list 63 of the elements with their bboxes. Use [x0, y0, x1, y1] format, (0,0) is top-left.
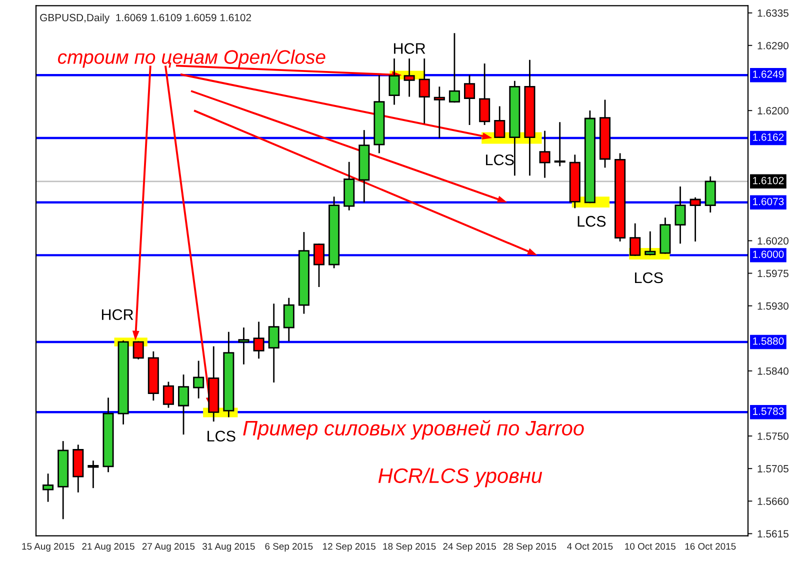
y-tick-label: 1.5615	[758, 530, 788, 538]
y-tick-label: 1.5750	[758, 432, 788, 440]
x-tick-label: 4 Oct 2015	[567, 543, 613, 550]
annotation: LCS	[486, 154, 514, 166]
x-tick-label: 28 Sep 2015	[503, 543, 556, 552]
candlestick	[388, 58, 400, 106]
candlestick	[674, 186, 686, 244]
candlestick	[644, 230, 656, 256]
x-tick-label: 21 Aug 2015	[82, 543, 134, 552]
ref-line-label: 1.6073	[753, 198, 784, 206]
x-tick-label: 31 Aug 2015	[202, 543, 255, 552]
candlestick	[88, 460, 99, 489]
candlestick	[630, 222, 641, 257]
candlestick	[554, 121, 566, 167]
ref-line-label: 1.5783	[753, 408, 784, 415]
candlestick	[268, 302, 280, 384]
y-tick-label: 1.6200	[758, 107, 788, 114]
candlestick	[283, 297, 294, 342]
y-tick-label: 1.5840	[758, 367, 788, 375]
candlestick	[253, 321, 264, 360]
candlestick	[448, 32, 460, 104]
candlestick	[42, 472, 54, 503]
candlestick	[238, 326, 250, 366]
y-tick-label: 1.6335	[758, 9, 788, 17]
candlestick	[479, 62, 490, 126]
annotation: HCR/LCS уровни	[378, 468, 542, 488]
ref-line-label: 1.6102	[753, 176, 784, 184]
ref-line-label: 1.6249	[753, 70, 784, 78]
x-tick-label: 10 Oct 2015	[625, 543, 676, 550]
candlestick	[704, 176, 716, 214]
y-tick-label: 1.5660	[758, 498, 788, 505]
annotation: LCS	[635, 272, 663, 284]
x-tick-label: 24 Sep 2015	[443, 543, 496, 552]
candlestick	[690, 196, 701, 242]
candlestick	[539, 130, 550, 178]
candlestick	[464, 74, 476, 126]
y-tick-label: 1.5975	[758, 270, 788, 278]
annotation: Пример силовых уровней по Jarroo	[243, 420, 584, 440]
ref-line-label: 1.5880	[753, 337, 784, 345]
ref-line-label: 1.6000	[753, 250, 784, 258]
y-tick-label: 1.5930	[758, 302, 788, 310]
ref-line-label: 1.6162	[753, 133, 784, 141]
x-tick-label: 6 Sep 2015	[265, 543, 313, 552]
annotation: LCS	[208, 430, 236, 442]
y-tick-label: 1.6290	[758, 42, 788, 50]
candlestick	[404, 58, 415, 98]
candlestick	[162, 381, 174, 408]
annotation: HCR	[394, 43, 426, 54]
x-tick-label: 27 Aug 2015	[142, 543, 195, 552]
candlestick	[193, 360, 204, 400]
y-tick-label: 1.6020	[758, 237, 788, 245]
x-tick-label: 16 Oct 2015	[685, 543, 736, 550]
x-tick-label: 12 Sep 2015	[323, 543, 376, 552]
text: GBPUSD,Daily 1.6069 1.6109 1.6059 1.6102	[40, 14, 251, 24]
x-tick-label: 15 Aug 2015	[22, 543, 74, 552]
x-tick-label: 18 Sep 2015	[383, 543, 436, 552]
annotation: LCS	[578, 216, 606, 227]
annotation: HCR	[102, 309, 134, 320]
candlestick	[494, 106, 506, 139]
candlestick	[313, 242, 325, 288]
candlestick	[178, 374, 190, 436]
y-tick-label: 1.5705	[758, 465, 788, 472]
annotation: строим по ценам Open/Close	[58, 50, 326, 68]
